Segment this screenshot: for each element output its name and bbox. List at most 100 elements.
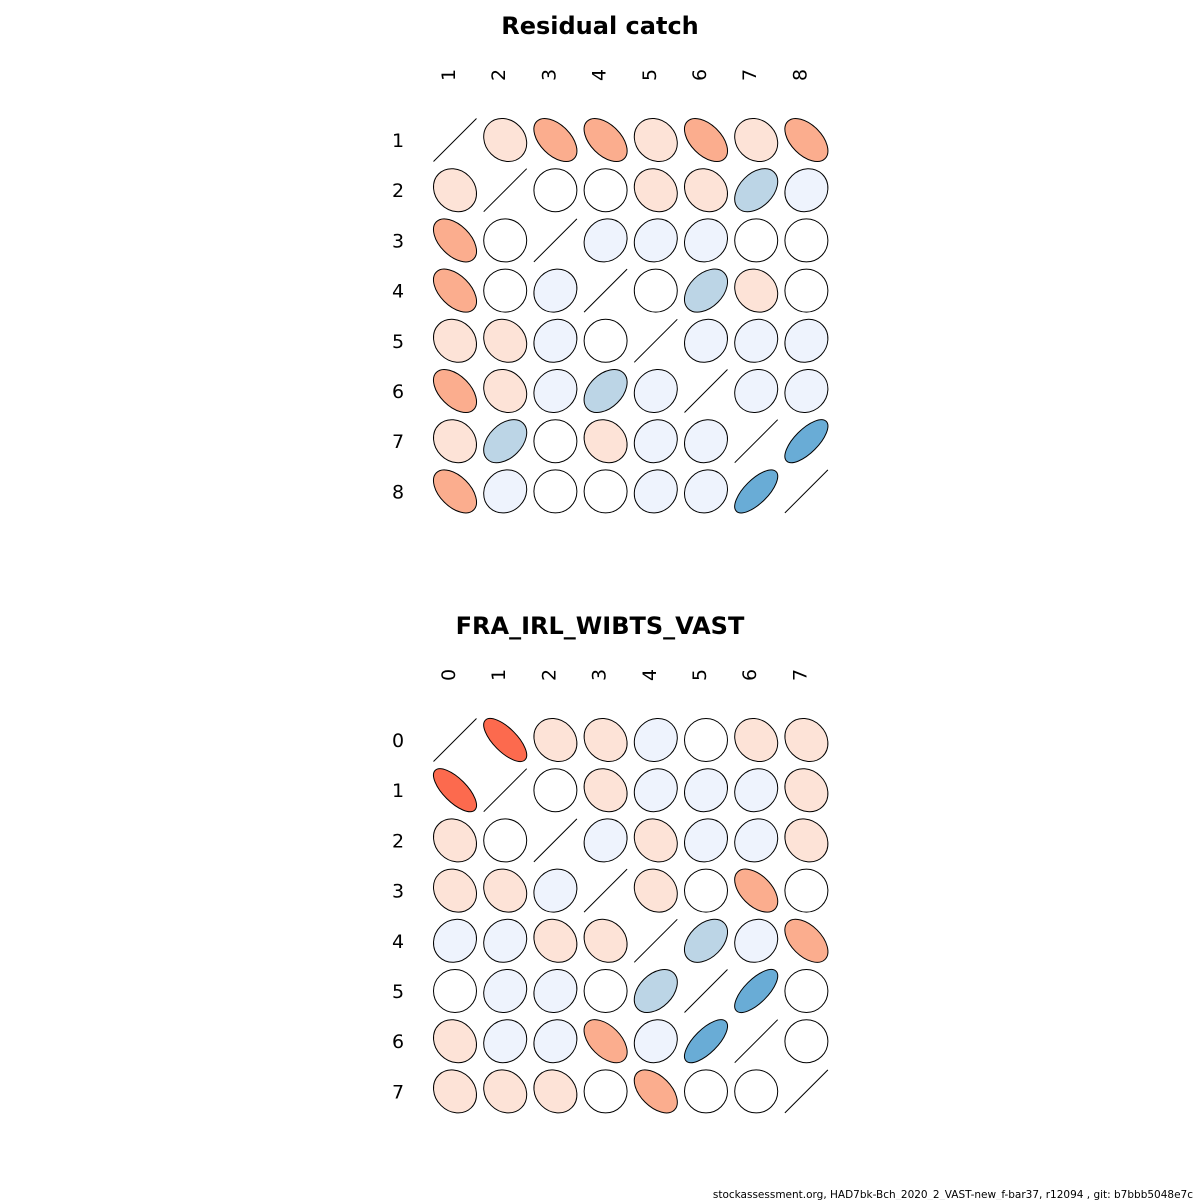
correlation-ellipse — [433, 168, 477, 213]
correlation-ellipse — [734, 368, 779, 413]
correlation-ellipse — [784, 368, 829, 413]
correlation-ellipse — [784, 318, 829, 363]
correlation-ellipse — [433, 969, 478, 1013]
correlation-ellipse — [684, 469, 729, 514]
row-label: 3 — [392, 881, 404, 903]
correlation-ellipse — [583, 368, 628, 413]
correlation-ellipse — [633, 1019, 678, 1064]
correlation-ellipse — [784, 768, 829, 813]
diagonal-mark — [633, 318, 678, 363]
correlation-ellipse — [734, 168, 779, 213]
correlation-ellipse — [784, 868, 829, 913]
correlation-panel-residual-catch: Residual catch 1 1 2 2 3 3 4 4 5 5 6 6 7 7 8 8 — [392, 12, 829, 514]
correlation-ellipse — [583, 419, 628, 464]
correlation-ellipse — [784, 1019, 829, 1064]
correlation-ellipse — [734, 718, 779, 763]
correlation-ellipse — [684, 1069, 728, 1114]
correlation-ellipse — [784, 268, 829, 313]
correlation-ellipse — [734, 918, 779, 963]
correlation-ellipse — [483, 918, 528, 963]
diagonal-mark — [483, 768, 528, 813]
correlation-ellipse — [483, 218, 528, 263]
correlation-ellipse — [433, 868, 477, 913]
correlation-ellipse — [483, 818, 528, 863]
correlation-ellipse — [633, 118, 678, 163]
correlation-ellipse — [734, 1069, 779, 1114]
row-label: 7 — [392, 1081, 404, 1103]
correlation-ellipse — [734, 118, 779, 163]
correlation-ellipse — [533, 969, 578, 1014]
correlation-ellipse — [684, 1019, 729, 1064]
correlation-ellipse — [633, 469, 678, 514]
correlation-ellipse — [583, 718, 628, 763]
correlation-ellipse — [684, 818, 729, 863]
correlation-ellipse — [633, 419, 678, 464]
correlation-ellipse — [684, 768, 729, 813]
correlation-ellipse — [684, 868, 728, 913]
correlation-ellipse — [533, 1069, 578, 1114]
correlation-ellipse — [734, 218, 779, 263]
column-label: 5 — [689, 669, 711, 681]
correlation-ellipse — [583, 218, 628, 263]
row-label: 2 — [392, 180, 404, 202]
correlation-ellipse — [684, 318, 729, 363]
correlation-ellipse — [684, 218, 729, 263]
column-label: 7 — [789, 669, 811, 681]
row-label: 2 — [392, 830, 404, 852]
correlation-ellipse — [784, 168, 829, 213]
column-label: 1 — [438, 69, 460, 81]
correlation-ellipse — [583, 768, 628, 813]
correlation-ellipse — [483, 318, 528, 363]
correlation-ellipse — [633, 268, 678, 313]
column-label: 3 — [589, 669, 611, 681]
correlation-ellipse — [633, 168, 678, 213]
correlation-ellipse — [734, 318, 779, 363]
correlation-ellipse — [533, 1019, 578, 1064]
correlation-ellipse — [734, 768, 779, 813]
correlation-ellipse — [784, 918, 829, 963]
correlation-ellipse — [433, 918, 478, 963]
correlation-ellipse — [684, 918, 729, 963]
correlation-ellipse — [533, 117, 578, 162]
correlation-ellipse — [633, 368, 678, 413]
correlation-ellipse — [433, 818, 477, 863]
correlation-ellipse — [433, 768, 478, 813]
correlation-ellipse — [784, 218, 829, 263]
diagonal-mark — [684, 969, 728, 1013]
row-label: 0 — [392, 730, 404, 752]
row-label: 7 — [392, 431, 404, 453]
correlation-ellipse — [433, 1069, 477, 1114]
correlation-ellipse — [483, 969, 528, 1014]
correlation-ellipse — [483, 117, 528, 162]
diagonal-mark — [734, 419, 779, 464]
row-label: 3 — [392, 230, 404, 252]
row-label: 6 — [392, 1031, 404, 1053]
correlation-ellipse — [784, 117, 829, 162]
correlation-ellipse — [533, 868, 578, 913]
correlation-ellipse — [583, 1069, 628, 1114]
correlation-ellipse — [583, 969, 628, 1013]
column-label: 3 — [538, 69, 560, 81]
correlation-ellipse — [583, 1019, 628, 1064]
correlation-ellipse — [583, 318, 628, 363]
diagonal-mark — [583, 268, 628, 313]
diagonal-mark — [633, 918, 678, 963]
chart-title: Residual catch — [501, 12, 699, 40]
diagonal-mark — [533, 818, 578, 863]
correlation-ellipse — [583, 117, 628, 162]
diagonal-mark — [784, 469, 829, 514]
diagonal-mark — [533, 218, 578, 263]
correlation-ellipse — [533, 469, 578, 514]
correlation-ellipse — [433, 268, 478, 313]
row-label: 4 — [392, 281, 404, 303]
correlation-ellipse — [633, 868, 678, 913]
correlation-ellipse — [734, 868, 779, 913]
correlation-ellipse — [583, 168, 628, 213]
correlation-ellipse — [483, 1069, 528, 1114]
correlation-ellipse — [533, 768, 578, 813]
column-label: 4 — [639, 669, 661, 681]
column-label: 0 — [438, 669, 460, 681]
correlation-ellipse — [633, 218, 678, 263]
correlation-ellipse — [433, 218, 478, 263]
